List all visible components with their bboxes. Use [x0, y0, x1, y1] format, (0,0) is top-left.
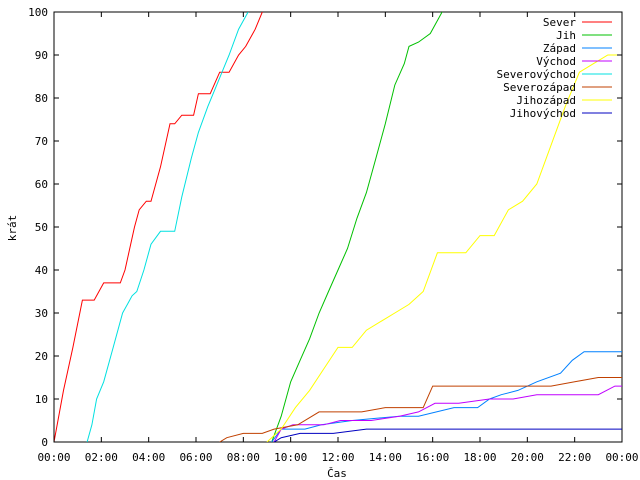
y-tick-label: 10	[35, 393, 48, 406]
legend-label: Severovýchod	[497, 68, 576, 81]
y-tick-label: 100	[28, 6, 48, 19]
legend-label: Jihozápad	[516, 94, 576, 107]
x-tick-label: 04:00	[132, 451, 165, 464]
y-tick-label: 60	[35, 178, 48, 191]
legend-label: Severozápad	[503, 81, 576, 94]
series-line-3	[271, 351, 622, 442]
x-tick-label: 20:00	[511, 451, 544, 464]
series-line-4	[273, 385, 622, 442]
legend-label: Západ	[543, 42, 576, 55]
x-tick-label: 12:00	[321, 451, 354, 464]
y-tick-label: 30	[35, 307, 48, 320]
y-tick-label: 0	[41, 436, 48, 449]
x-tick-label: 00:00	[605, 451, 638, 464]
series-line-1	[54, 12, 263, 442]
x-tick-label: 14:00	[369, 451, 402, 464]
x-tick-label: 18:00	[463, 451, 496, 464]
y-axis-ticks: 0 10 20 30 40 50 60 70 80 90 100	[28, 6, 622, 449]
x-tick-label: 02:00	[85, 451, 118, 464]
y-tick-label: 40	[35, 264, 48, 277]
x-axis-ticks: 00:00 02:00 04:00 06:00 08:00 10:00 12:00 14:00…	[37, 12, 639, 464]
x-tick-label: 08:00	[227, 451, 260, 464]
x-tick-label: 16:00	[416, 451, 449, 464]
y-tick-label: 80	[35, 92, 48, 105]
x-axis-label: Čas	[327, 467, 347, 480]
x-tick-label: 00:00	[37, 451, 70, 464]
series-line-8	[273, 428, 622, 442]
series-line-7	[266, 54, 622, 442]
y-tick-label: 50	[35, 221, 48, 234]
series-line-5	[86, 12, 249, 442]
series-line-6	[219, 377, 622, 442]
y-tick-label: 70	[35, 135, 48, 148]
y-axis-label: krát	[6, 215, 19, 242]
legend-label: Jihovýchod	[510, 107, 576, 120]
y-tick-label: 90	[35, 49, 48, 62]
x-tick-label: 06:00	[179, 451, 212, 464]
series-layer	[54, 12, 622, 442]
legend-label: Sever	[543, 16, 576, 29]
x-tick-label: 22:00	[558, 451, 591, 464]
y-tick-label: 20	[35, 350, 48, 363]
series-line-2	[271, 12, 443, 442]
legend-label: Východ	[536, 55, 576, 68]
legend: SeverJihZápadVýchodSeverovýchodSeverozáp…	[497, 16, 612, 120]
legend-label: Jih	[556, 29, 576, 42]
x-tick-label: 10:00	[274, 451, 307, 464]
